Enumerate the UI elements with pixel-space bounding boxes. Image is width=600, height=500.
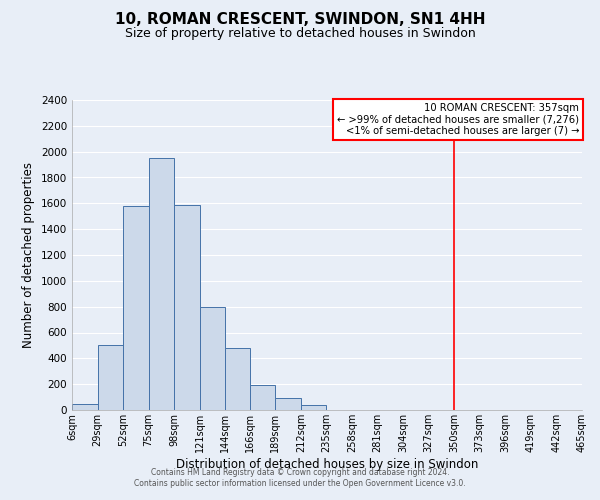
Bar bbox=[98, 346, 123, 410]
Text: 10, ROMAN CRESCENT, SWINDON, SN1 4HH: 10, ROMAN CRESCENT, SWINDON, SN1 4HH bbox=[115, 12, 485, 28]
Text: Contains HM Land Registry data © Crown copyright and database right 2024.
Contai: Contains HM Land Registry data © Crown c… bbox=[134, 468, 466, 487]
Bar bbox=[200, 306, 226, 410]
Bar bbox=[174, 204, 200, 410]
Y-axis label: Number of detached properties: Number of detached properties bbox=[22, 162, 35, 348]
Bar bbox=[301, 406, 326, 410]
X-axis label: Distribution of detached houses by size in Swindon: Distribution of detached houses by size … bbox=[176, 458, 478, 470]
Bar bbox=[149, 158, 174, 410]
Text: 10 ROMAN CRESCENT: 357sqm
← >99% of detached houses are smaller (7,276)
<1% of s: 10 ROMAN CRESCENT: 357sqm ← >99% of deta… bbox=[337, 103, 579, 136]
Bar bbox=[250, 386, 275, 410]
Bar bbox=[226, 348, 250, 410]
Bar bbox=[72, 404, 98, 410]
Bar bbox=[123, 206, 149, 410]
Bar bbox=[275, 398, 301, 410]
Text: Size of property relative to detached houses in Swindon: Size of property relative to detached ho… bbox=[125, 28, 475, 40]
